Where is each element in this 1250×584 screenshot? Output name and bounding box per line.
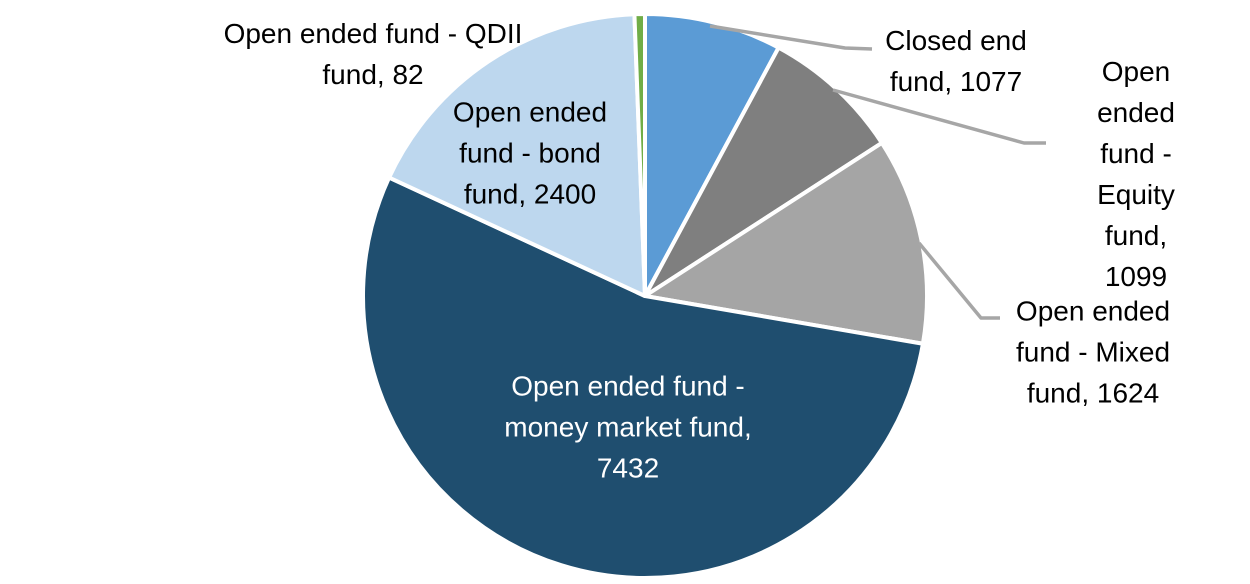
pie-slices-group	[361, 12, 929, 580]
data-label-bond-fund: Open ended fund - bond fund, 2400	[452, 96, 608, 210]
data-label-equity-fund: Open ended fund - Equity fund, 1099	[1097, 56, 1175, 292]
pie-slice-equity-fund[interactable]	[643, 45, 884, 298]
leader-line-closed-end-fund	[709, 24, 873, 51]
pie-slice-money-market-fund[interactable]	[361, 175, 925, 580]
data-label-money-market-fund: Open ended fund - money market fund, 743…	[504, 370, 752, 484]
leader-line-equity-fund	[832, 88, 1046, 145]
data-label-qdii-fund: Open ended fund - QDII fund, 82	[223, 18, 523, 90]
pie-slice-bond-fund[interactable]	[387, 12, 647, 298]
pie-slice-qdii-fund[interactable]	[632, 12, 647, 298]
data-label-closed-end-fund: Closed end fund, 1077	[885, 25, 1027, 97]
leader-line-mixed-fund	[917, 241, 1000, 320]
pie-slice-closed-end-fund[interactable]	[643, 12, 781, 298]
pie-slice-mixed-fund[interactable]	[643, 140, 929, 346]
leader-lines-group	[709, 24, 1046, 320]
data-label-mixed-fund: Open ended fund - Mixed fund, 1624	[1015, 295, 1171, 409]
